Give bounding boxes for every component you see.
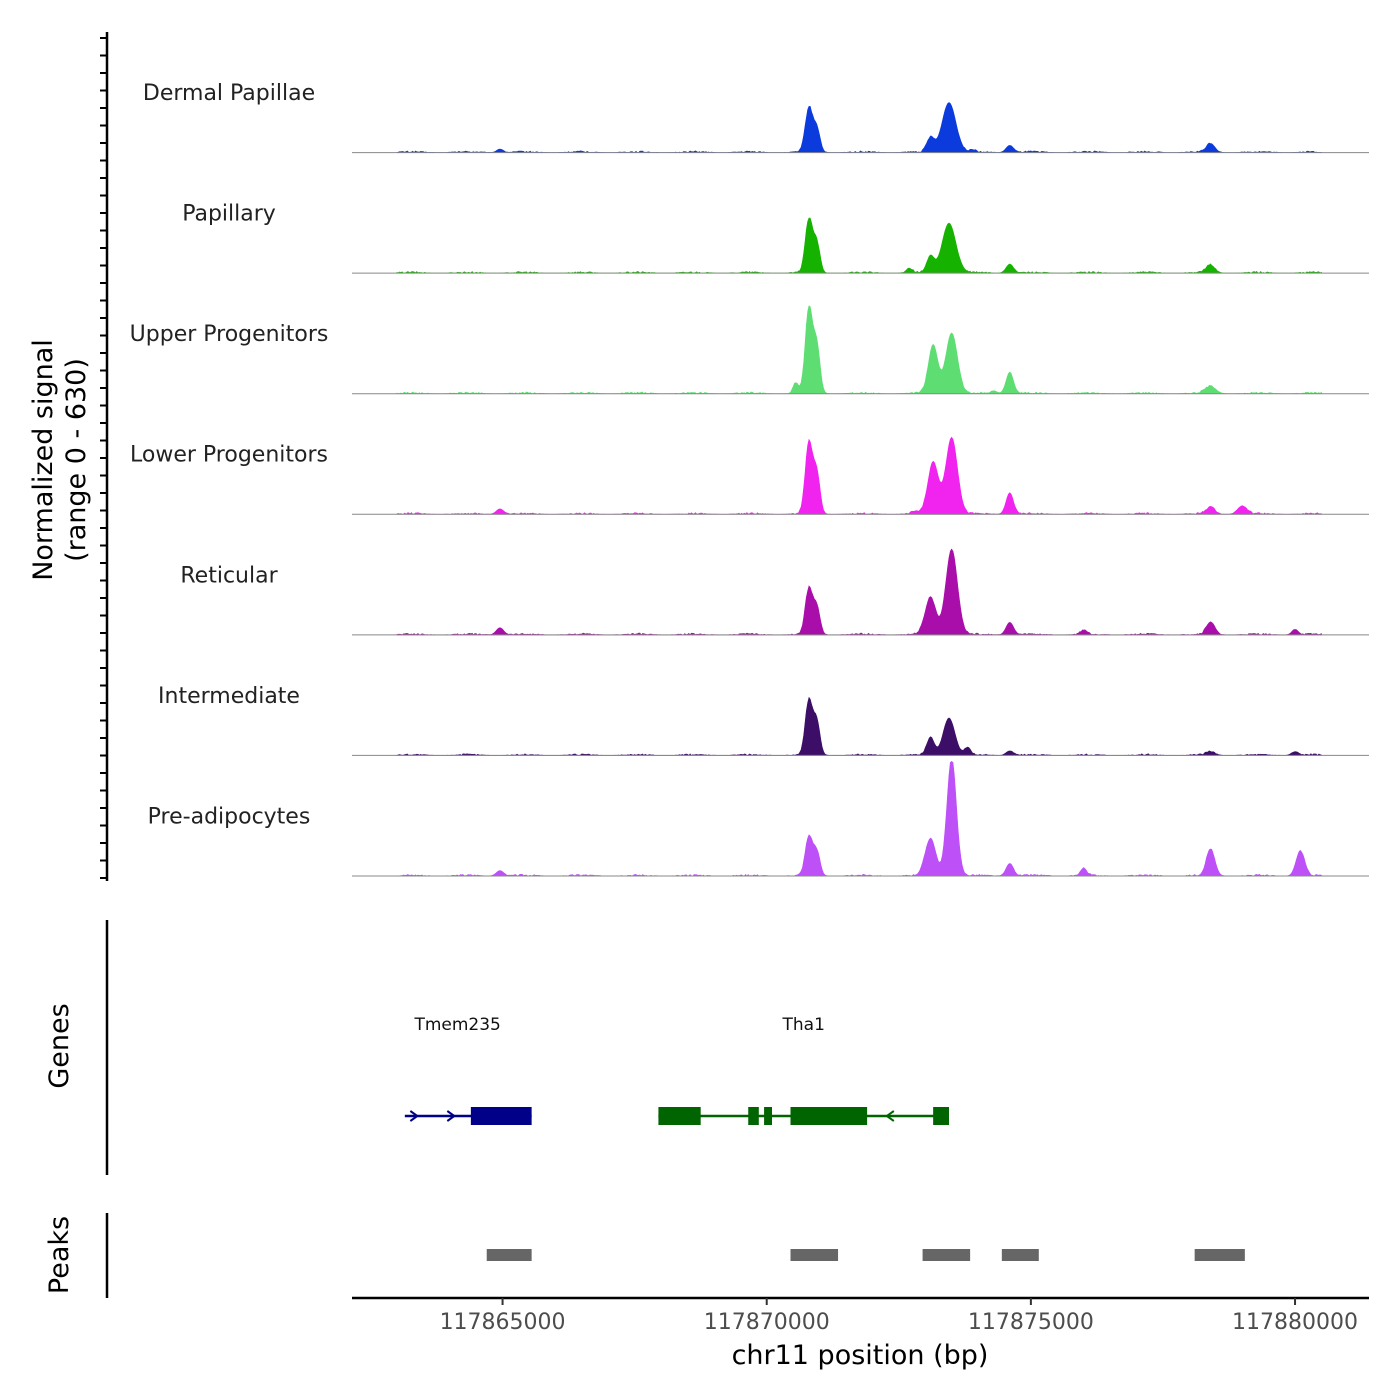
strand-arrow (409, 1110, 420, 1122)
peak-region (922, 1249, 971, 1261)
peak-region (1194, 1249, 1245, 1261)
peaks-track-label: Peaks (44, 1216, 75, 1294)
strand-arrow (885, 1110, 895, 1122)
peak-region (486, 1249, 532, 1261)
coverage-track: Intermediate (158, 684, 1369, 756)
y-axis-title: Normalized signal (range 0 - 630) (28, 339, 92, 581)
track-label: Lower Progenitors (130, 443, 328, 468)
gene-exon (658, 1107, 701, 1125)
coverage-track: Reticular (180, 548, 1369, 636)
gene-exon (748, 1107, 759, 1125)
x-tick-label: 117870000 (704, 1310, 830, 1335)
coverage-area (396, 102, 1322, 154)
coverage-area (396, 696, 1322, 756)
coverage-area (396, 436, 1322, 515)
track-label: Dermal Papillae (143, 81, 315, 106)
x-tick-label: 117865000 (440, 1310, 566, 1335)
coverage-track: Papillary (182, 202, 1369, 274)
peak-region (790, 1249, 839, 1261)
strand-arrow (446, 1110, 457, 1122)
coverage-track: Lower Progenitors (130, 436, 1369, 515)
gene-exon (470, 1107, 532, 1125)
coverage-track: Pre-adipocytes (148, 761, 1369, 877)
genes-track-label: Genes (44, 1003, 75, 1088)
gene-exon (790, 1107, 868, 1125)
track-label: Upper Progenitors (130, 322, 329, 347)
coverage-area (396, 761, 1322, 877)
gene-annotation-track: Tmem235 Tha1 (404, 1015, 949, 1125)
gene-model: Tha1 (658, 1015, 949, 1125)
coverage-area (396, 217, 1322, 274)
peak-region (1001, 1249, 1039, 1261)
track-label: Intermediate (158, 684, 300, 709)
gene-model: Tmem235 (404, 1015, 532, 1125)
y-axis-title-line1: Normalized signal (28, 339, 59, 581)
coverage-tracks: Dermal Papillae Papillary Upper Progenitor… (130, 81, 1369, 877)
peak-region-track (486, 1249, 1245, 1261)
track-label: Papillary (182, 202, 276, 227)
track-label: Pre-adipocytes (148, 804, 311, 829)
gene-exon (764, 1107, 773, 1125)
x-axis-title: chr11 position (bp) (732, 1340, 989, 1371)
coverage-area (396, 548, 1322, 636)
gene-label: Tha1 (782, 1015, 825, 1035)
coverage-area (396, 305, 1322, 395)
x-tick-label: 117875000 (968, 1310, 1094, 1335)
x-axis-ticks: 117865000 117870000 117875000 117880000 (440, 1298, 1358, 1335)
coverage-track: Upper Progenitors (130, 305, 1369, 395)
signal-axis-ticks (100, 37, 107, 879)
gene-exon (933, 1107, 949, 1125)
y-axis-title-line2: (range 0 - 630) (61, 358, 92, 562)
coverage-track: Dermal Papillae (143, 81, 1369, 154)
gene-label: Tmem235 (413, 1015, 500, 1035)
x-tick-label: 117880000 (1232, 1310, 1358, 1335)
track-label: Reticular (180, 563, 278, 588)
